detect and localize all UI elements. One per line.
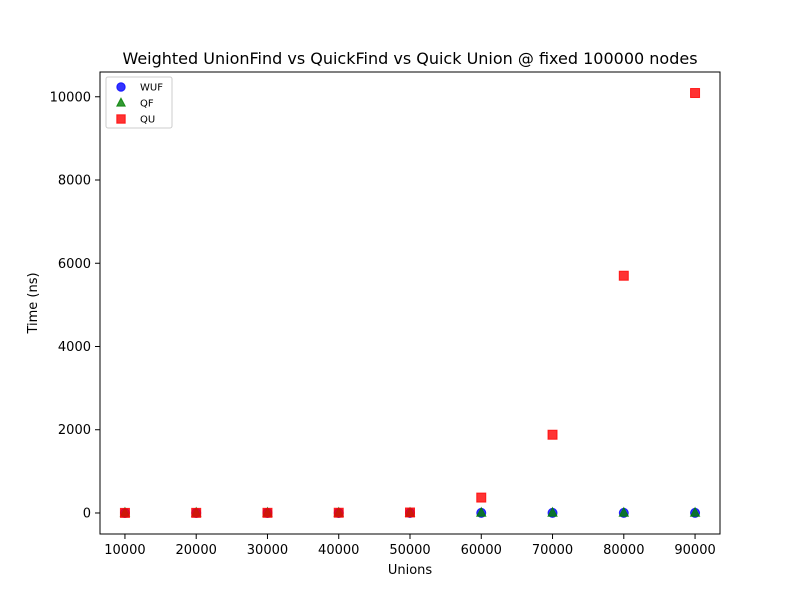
legend-marker-wuf bbox=[116, 82, 126, 92]
x-tick-label: 90000 bbox=[674, 543, 715, 558]
y-tick-label: 4000 bbox=[58, 340, 91, 355]
y-axis-label: Time (ns) bbox=[26, 272, 41, 334]
series-qu bbox=[119, 88, 701, 518]
data-point-qu bbox=[333, 507, 344, 518]
legend-label-wuf: WUF bbox=[140, 83, 163, 94]
legend: WUF QF QU bbox=[105, 76, 173, 129]
x-tick-label: 50000 bbox=[389, 543, 430, 558]
x-tick-label: 40000 bbox=[318, 543, 359, 558]
data-point-qu bbox=[405, 507, 415, 518]
y-tick-label: 0 bbox=[83, 506, 91, 521]
y-tick-label: 2000 bbox=[58, 423, 91, 438]
data-point-qu bbox=[547, 429, 558, 440]
legend-marker-qu bbox=[116, 114, 126, 124]
data-point-qf bbox=[475, 506, 487, 517]
data-point-qu bbox=[191, 507, 202, 518]
x-tick-label: 80000 bbox=[603, 543, 644, 558]
y-tick-label: 6000 bbox=[58, 257, 91, 272]
legend-label-qf: QF bbox=[140, 99, 154, 110]
legend-marker-qf bbox=[115, 97, 127, 107]
x-axis-ticks: 10000 20000 30000 40000 50000 60000 70000 80000… bbox=[104, 534, 716, 558]
data-point-qu bbox=[690, 88, 701, 99]
legend-label-qu: QU bbox=[140, 115, 155, 126]
x-tick-label: 70000 bbox=[532, 543, 573, 558]
x-tick-label: 30000 bbox=[247, 543, 288, 558]
y-axis-ticks: 0 2000 4000 6000 8000 10000 bbox=[50, 90, 100, 521]
x-tick-label: 20000 bbox=[176, 543, 217, 558]
x-tick-label: 10000 bbox=[104, 543, 145, 558]
data-point-qu bbox=[618, 270, 629, 281]
data-points bbox=[119, 88, 701, 518]
data-point-qf bbox=[547, 506, 558, 517]
chart-title: Weighted UnionFind vs QuickFind vs Quick… bbox=[122, 49, 697, 68]
data-point-qu bbox=[119, 507, 130, 518]
y-tick-label: 8000 bbox=[58, 174, 91, 189]
data-point-qu bbox=[476, 492, 487, 503]
data-point-qu bbox=[262, 507, 273, 518]
x-axis-label: Unions bbox=[388, 563, 433, 578]
x-tick-label: 60000 bbox=[461, 543, 502, 558]
plot-frame bbox=[99, 71, 721, 535]
data-point-qf bbox=[689, 506, 701, 517]
y-tick-label: 10000 bbox=[50, 90, 91, 105]
data-point-qf bbox=[618, 506, 630, 517]
